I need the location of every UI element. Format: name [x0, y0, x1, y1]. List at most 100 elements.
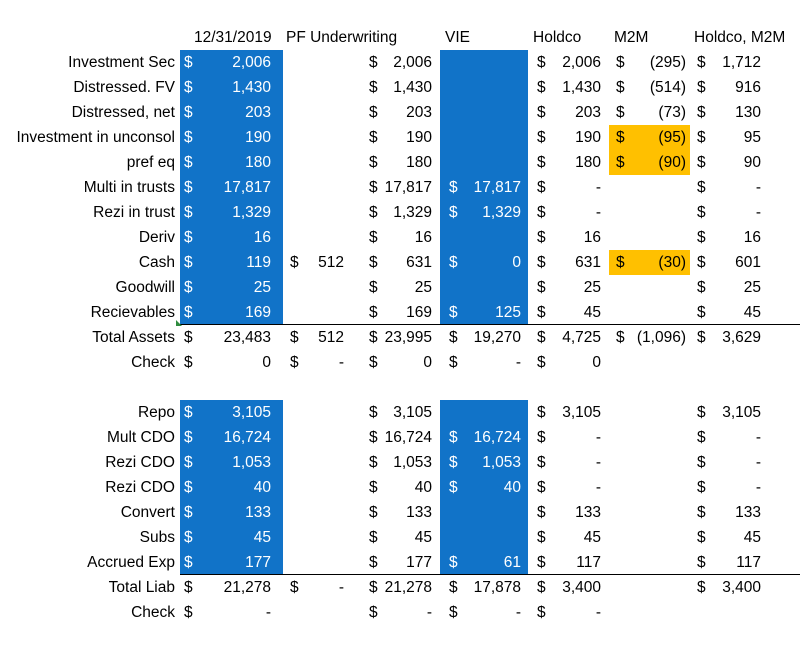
value-cell[interactable]: -	[595, 429, 601, 446]
dollar-sign[interactable]: $	[697, 529, 706, 546]
dollar-sign[interactable]: $	[184, 354, 193, 371]
value-cell[interactable]: 40	[503, 479, 521, 496]
value-cell[interactable]: 177	[406, 554, 432, 571]
dollar-sign[interactable]: $	[369, 204, 378, 221]
value-cell[interactable]: 1,430	[393, 79, 432, 96]
dollar-sign[interactable]: $	[369, 579, 378, 596]
dollar-sign[interactable]: $	[184, 204, 193, 221]
row-label-investment-in-unconsol[interactable]: Investment in unconsol	[16, 129, 175, 146]
dollar-sign[interactable]: $	[697, 329, 706, 346]
value-cell[interactable]: 1,329	[482, 204, 521, 221]
value-cell[interactable]: 2,006	[562, 54, 601, 71]
dollar-sign[interactable]: $	[369, 479, 378, 496]
dollar-sign[interactable]: $	[697, 79, 706, 96]
value-cell[interactable]: 2,006	[393, 54, 432, 71]
dollar-sign[interactable]: $	[537, 204, 546, 221]
value-cell[interactable]: 0	[262, 354, 271, 371]
dollar-sign[interactable]: $	[184, 454, 193, 471]
dollar-sign[interactable]: $	[369, 54, 378, 71]
dollar-sign[interactable]: $	[697, 229, 706, 246]
value-cell[interactable]: (1,096)	[636, 329, 686, 346]
value-cell[interactable]: 21,278	[223, 579, 271, 596]
value-cell[interactable]: -	[338, 579, 344, 596]
value-cell[interactable]: 25	[253, 279, 271, 296]
value-cell[interactable]: 1,712	[722, 54, 761, 71]
value-cell[interactable]: (295)	[649, 54, 686, 71]
value-cell[interactable]: -	[595, 604, 601, 621]
dollar-sign[interactable]: $	[184, 179, 193, 196]
value-cell[interactable]: 1,053	[393, 454, 432, 471]
value-cell[interactable]: 203	[575, 104, 601, 121]
dollar-sign[interactable]: $	[369, 304, 378, 321]
value-cell[interactable]: -	[755, 454, 761, 471]
value-cell[interactable]: 180	[406, 154, 432, 171]
dollar-sign[interactable]: $	[537, 504, 546, 521]
value-cell[interactable]: 3,105	[562, 404, 601, 421]
dollar-sign[interactable]: $	[449, 479, 458, 496]
dollar-sign[interactable]: $	[369, 454, 378, 471]
value-cell[interactable]: -	[595, 454, 601, 471]
dollar-sign[interactable]: $	[697, 254, 706, 271]
dollar-sign[interactable]: $	[184, 129, 193, 146]
dollar-sign[interactable]: $	[697, 429, 706, 446]
value-cell[interactable]: 3,629	[722, 329, 761, 346]
dollar-sign[interactable]: $	[369, 404, 378, 421]
value-cell[interactable]: 180	[575, 154, 601, 171]
value-cell[interactable]: 0	[512, 254, 521, 271]
value-cell[interactable]: 23,483	[223, 329, 271, 346]
value-cell[interactable]: 45	[743, 529, 761, 546]
dollar-sign[interactable]: $	[697, 479, 706, 496]
dollar-sign[interactable]: $	[697, 154, 706, 171]
dollar-sign[interactable]: $	[697, 579, 706, 596]
dollar-sign[interactable]: $	[290, 329, 299, 346]
dollar-sign[interactable]: $	[369, 129, 378, 146]
dollar-sign[interactable]: $	[616, 329, 625, 346]
dollar-sign[interactable]: $	[369, 429, 378, 446]
value-cell[interactable]: -	[265, 604, 271, 621]
row-label-total-liab[interactable]: Total Liab	[108, 579, 175, 596]
dollar-sign[interactable]: $	[537, 254, 546, 271]
dollar-sign[interactable]: $	[369, 254, 378, 271]
dollar-sign[interactable]: $	[184, 504, 193, 521]
dollar-sign[interactable]: $	[616, 254, 625, 271]
dollar-sign[interactable]: $	[184, 429, 193, 446]
dollar-sign[interactable]: $	[537, 454, 546, 471]
dollar-sign[interactable]: $	[369, 154, 378, 171]
value-cell[interactable]: -	[515, 354, 521, 371]
value-cell[interactable]: 601	[735, 254, 761, 271]
value-cell[interactable]: 190	[245, 129, 271, 146]
dollar-sign[interactable]: $	[537, 429, 546, 446]
value-cell[interactable]: -	[338, 354, 344, 371]
dollar-sign[interactable]: $	[449, 304, 458, 321]
value-cell[interactable]: 16,724	[384, 429, 432, 446]
value-cell[interactable]: 17,817	[223, 179, 271, 196]
dollar-sign[interactable]: $	[290, 254, 299, 271]
dollar-sign[interactable]: $	[369, 179, 378, 196]
dollar-sign[interactable]: $	[369, 329, 378, 346]
value-cell[interactable]: 1,053	[232, 454, 271, 471]
value-cell[interactable]: (95)	[658, 129, 686, 146]
dollar-sign[interactable]: $	[184, 54, 193, 71]
dollar-sign[interactable]: $	[184, 404, 193, 421]
value-cell[interactable]: 61	[503, 554, 521, 571]
value-cell[interactable]: 631	[406, 254, 432, 271]
dollar-sign[interactable]: $	[369, 79, 378, 96]
value-cell[interactable]: 133	[735, 504, 761, 521]
value-cell[interactable]: 16	[583, 229, 601, 246]
value-cell[interactable]: 90	[743, 154, 761, 171]
value-cell[interactable]: 3,105	[232, 404, 271, 421]
value-cell[interactable]: 25	[583, 279, 601, 296]
value-cell[interactable]: -	[755, 479, 761, 496]
row-label-investment-sec[interactable]: Investment Sec	[68, 54, 175, 71]
value-cell[interactable]: 19,270	[473, 329, 521, 346]
value-cell[interactable]: 1,329	[393, 204, 432, 221]
dollar-sign[interactable]: $	[537, 129, 546, 146]
value-cell[interactable]: 40	[414, 479, 432, 496]
value-cell[interactable]: 133	[575, 504, 601, 521]
value-cell[interactable]: 133	[245, 504, 271, 521]
dollar-sign[interactable]: $	[369, 279, 378, 296]
dollar-sign[interactable]: $	[449, 554, 458, 571]
value-cell[interactable]: 180	[245, 154, 271, 171]
value-cell[interactable]: 203	[245, 104, 271, 121]
value-cell[interactable]: 21,278	[384, 579, 432, 596]
